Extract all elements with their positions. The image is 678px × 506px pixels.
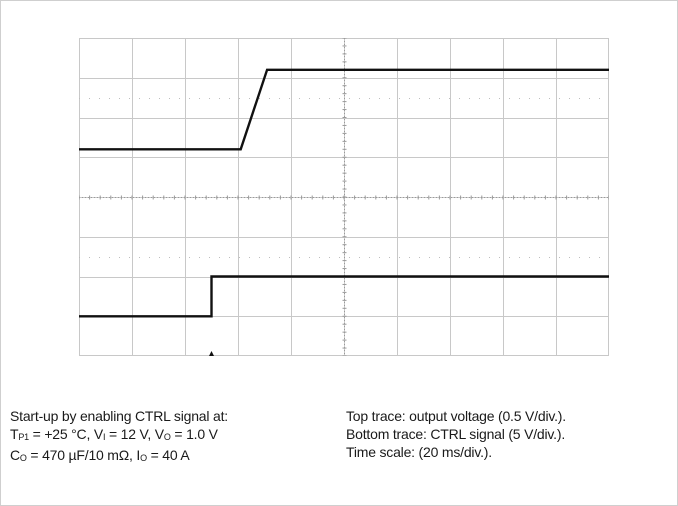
trace-output-voltage [79,68,609,151]
traces [79,68,609,356]
caption-conditions-line1: Start-up by enabling CTRL signal at: [10,408,228,424]
caption-bottom-trace: Bottom trace: CTRL signal (5 V/div.). [346,426,566,442]
caption-conditions-line3: CO = 470 µF/10 mΩ, IO = 40 A [10,447,190,463]
caption-conditions-line2: TP1 = +25 °C, VI = 12 V, VO = 1.0 V [10,426,218,442]
caption-time-scale: Time scale: (20 ms/div.). [346,444,492,460]
caption-conditions: Start-up by enabling CTRL signal at: TP1… [10,407,228,467]
trigger-marker-icon [209,351,214,356]
trace-ctrl-signal [79,275,609,318]
caption-traces: Top trace: output voltage (0.5 V/div.). … [346,407,566,461]
caption-top-trace: Top trace: output voltage (0.5 V/div.). [346,408,566,424]
oscilloscope-plot [79,38,609,356]
grid [79,38,609,356]
